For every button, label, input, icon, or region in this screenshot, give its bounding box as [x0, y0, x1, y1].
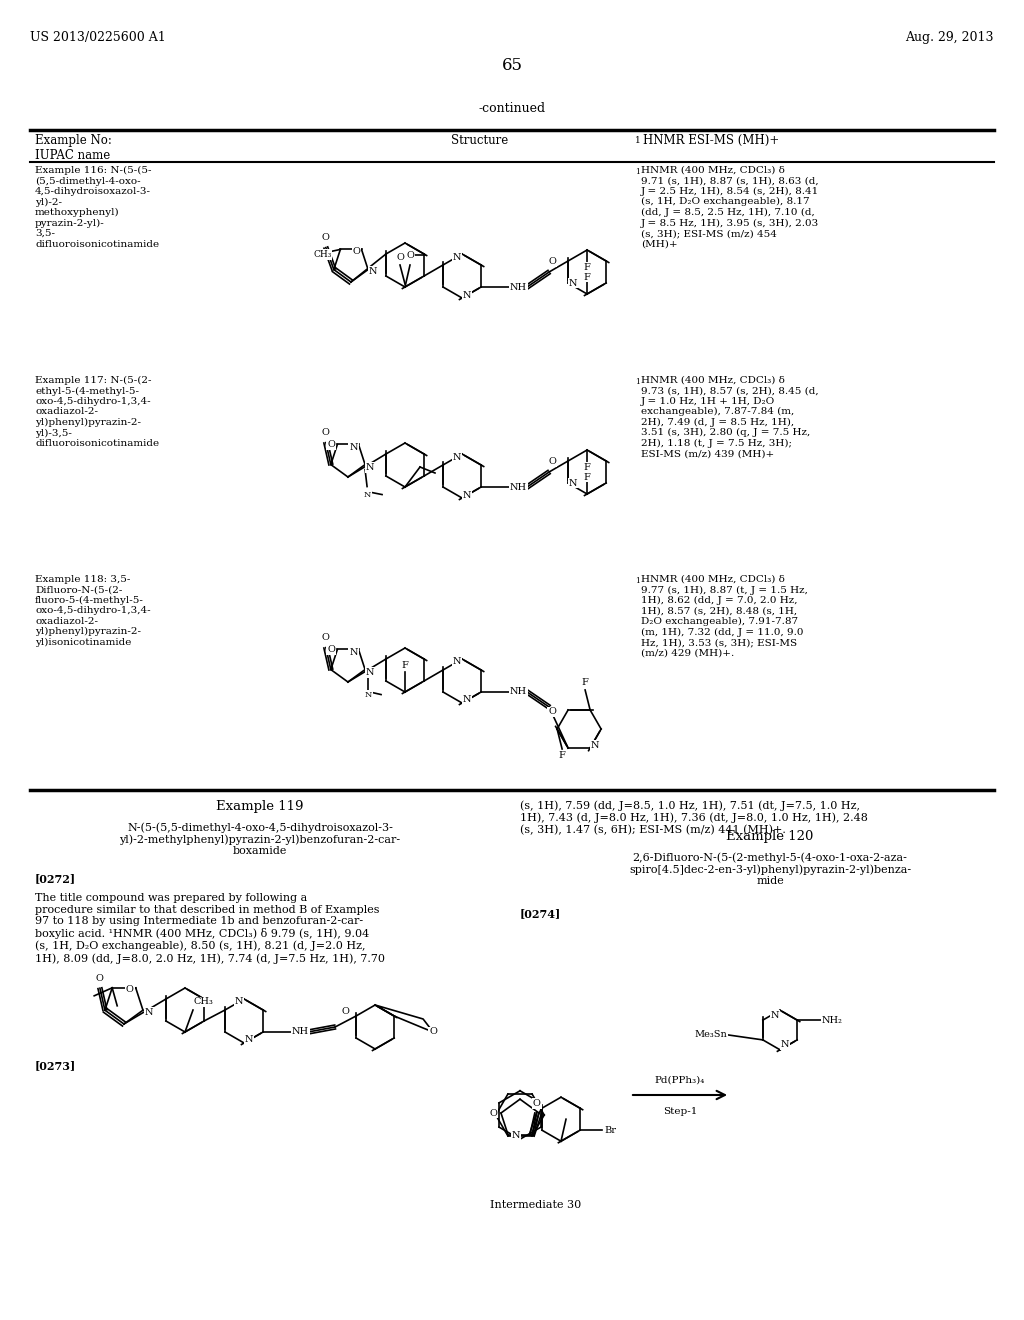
- Text: N: N: [234, 998, 244, 1006]
- Text: N: N: [771, 1011, 779, 1020]
- Text: N: N: [245, 1035, 253, 1044]
- Text: N: N: [463, 696, 471, 705]
- Text: N: N: [463, 290, 471, 300]
- Text: Example 120: Example 120: [726, 830, 814, 843]
- Text: F: F: [582, 678, 589, 688]
- Text: Example 119: Example 119: [216, 800, 304, 813]
- Text: N: N: [364, 491, 371, 499]
- Text: 65: 65: [502, 57, 522, 74]
- Text: Example 116: N-(5-(5-
(5,5-dimethyl-4-oxo-
4,5-dihydroisoxazol-3-
yl)-2-
methoxy: Example 116: N-(5-(5- (5,5-dimethyl-4-ox…: [35, 166, 159, 248]
- Text: Example No:
IUPAC name: Example No: IUPAC name: [35, 135, 112, 162]
- Text: N: N: [453, 657, 461, 667]
- Text: O: O: [341, 1007, 349, 1016]
- Text: N: N: [349, 648, 357, 657]
- Text: O: O: [396, 252, 403, 261]
- Text: N: N: [568, 279, 578, 288]
- Text: NH: NH: [510, 282, 526, 292]
- Text: F: F: [559, 751, 565, 760]
- Text: N: N: [591, 741, 599, 750]
- Text: O: O: [96, 974, 103, 982]
- Text: O: O: [548, 708, 556, 717]
- Text: 2,6-Difluoro-N-(5-(2-methyl-5-(4-oxo-1-oxa-2-aza-
spiro[4.5]dec-2-en-3-yl)phenyl: 2,6-Difluoro-N-(5-(2-methyl-5-(4-oxo-1-o…: [629, 851, 911, 887]
- Text: N-(5-(5,5-dimethyl-4-oxo-4,5-dihydroisoxazol-3-
yl)-2-methylphenyl)pyrazin-2-yl): N-(5-(5,5-dimethyl-4-oxo-4,5-dihydroisox…: [120, 822, 400, 857]
- Text: N: N: [144, 1007, 154, 1016]
- Text: N: N: [366, 463, 375, 473]
- Text: N: N: [365, 690, 372, 698]
- Text: N: N: [369, 267, 377, 276]
- Text: O: O: [548, 257, 556, 267]
- Text: N: N: [512, 1131, 520, 1140]
- Text: Structure: Structure: [452, 135, 509, 147]
- Text: 1: 1: [635, 577, 640, 585]
- Text: [0272]: [0272]: [35, 873, 76, 884]
- Text: O: O: [532, 1098, 541, 1107]
- Text: Aug. 29, 2013: Aug. 29, 2013: [905, 32, 994, 45]
- Text: N: N: [780, 1040, 790, 1049]
- Text: Example 118: 3,5-
Difluoro-N-(5-(2-
fluoro-5-(4-methyl-5-
oxo-4,5-dihydro-1,3,4-: Example 118: 3,5- Difluoro-N-(5-(2- fluo…: [35, 576, 151, 647]
- Text: HNMR (400 MHz, CDCl₃) δ
9.71 (s, 1H), 8.87 (s, 1H), 8.63 (d,
J = 2.5 Hz, 1H), 8.: HNMR (400 MHz, CDCl₃) δ 9.71 (s, 1H), 8.…: [641, 166, 819, 248]
- Text: NH₂: NH₂: [821, 1015, 843, 1024]
- Text: O: O: [429, 1027, 437, 1036]
- Text: O: O: [322, 234, 330, 242]
- Text: N: N: [568, 479, 578, 487]
- Text: HNMR (400 MHz, CDCl₃) δ
9.73 (s, 1H), 8.57 (s, 2H), 8.45 (d,
J = 1.0 Hz, 1H + 1H: HNMR (400 MHz, CDCl₃) δ 9.73 (s, 1H), 8.…: [641, 376, 818, 458]
- Text: CH₃: CH₃: [313, 249, 332, 259]
- Text: F: F: [584, 272, 591, 281]
- Text: HNMR ESI-MS (MH)+: HNMR ESI-MS (MH)+: [643, 135, 779, 147]
- Text: 1: 1: [635, 136, 641, 145]
- Text: Me₃Sn: Me₃Sn: [694, 1031, 727, 1039]
- Text: NH: NH: [292, 1027, 308, 1036]
- Text: F: F: [584, 473, 591, 482]
- Text: O: O: [322, 634, 330, 642]
- Text: O: O: [126, 985, 134, 994]
- Text: Pd(PPh₃)₄: Pd(PPh₃)₄: [654, 1076, 706, 1085]
- Text: N: N: [366, 668, 375, 677]
- Text: Br: Br: [604, 1126, 616, 1135]
- Text: N: N: [453, 252, 461, 261]
- Text: O: O: [407, 251, 414, 260]
- Text: O: O: [322, 428, 330, 437]
- Text: NH: NH: [510, 688, 526, 697]
- Text: Intermediate 30: Intermediate 30: [490, 1200, 582, 1210]
- Text: O: O: [328, 440, 335, 449]
- Text: F: F: [584, 263, 591, 272]
- Text: F: F: [584, 462, 591, 471]
- Text: 1: 1: [635, 378, 640, 385]
- Text: -continued: -continued: [478, 102, 546, 115]
- Text: [0274]: [0274]: [520, 908, 561, 919]
- Text: N: N: [349, 444, 357, 451]
- Text: O: O: [548, 458, 556, 466]
- Text: O: O: [328, 645, 335, 653]
- Text: US 2013/0225600 A1: US 2013/0225600 A1: [30, 32, 166, 45]
- Text: CH₃: CH₃: [194, 998, 213, 1006]
- Text: The title compound was prepared by following a
procedure similar to that describ: The title compound was prepared by follo…: [35, 894, 385, 964]
- Text: 1: 1: [635, 168, 640, 176]
- Text: [0273]: [0273]: [35, 1060, 76, 1071]
- Text: NH: NH: [510, 483, 526, 491]
- Text: N: N: [463, 491, 471, 499]
- Text: Step-1: Step-1: [663, 1107, 697, 1115]
- Text: N: N: [453, 453, 461, 462]
- Text: Example 117: N-(5-(2-
ethyl-5-(4-methyl-5-
oxo-4,5-dihydro-1,3,4-
oxadiazol-2-
y: Example 117: N-(5-(2- ethyl-5-(4-methyl-…: [35, 376, 159, 447]
- Text: O: O: [352, 247, 360, 256]
- Text: O: O: [489, 1109, 497, 1118]
- Text: HNMR (400 MHz, CDCl₃) δ
9.77 (s, 1H), 8.87 (t, J = 1.5 Hz,
1H), 8.62 (dd, J = 7.: HNMR (400 MHz, CDCl₃) δ 9.77 (s, 1H), 8.…: [641, 576, 808, 657]
- Text: (s, 1H), 7.59 (dd, J=8.5, 1.0 Hz, 1H), 7.51 (dt, J=7.5, 1.0 Hz,
1H), 7.43 (d, J=: (s, 1H), 7.59 (dd, J=8.5, 1.0 Hz, 1H), 7…: [520, 800, 868, 834]
- Text: F: F: [401, 660, 409, 669]
